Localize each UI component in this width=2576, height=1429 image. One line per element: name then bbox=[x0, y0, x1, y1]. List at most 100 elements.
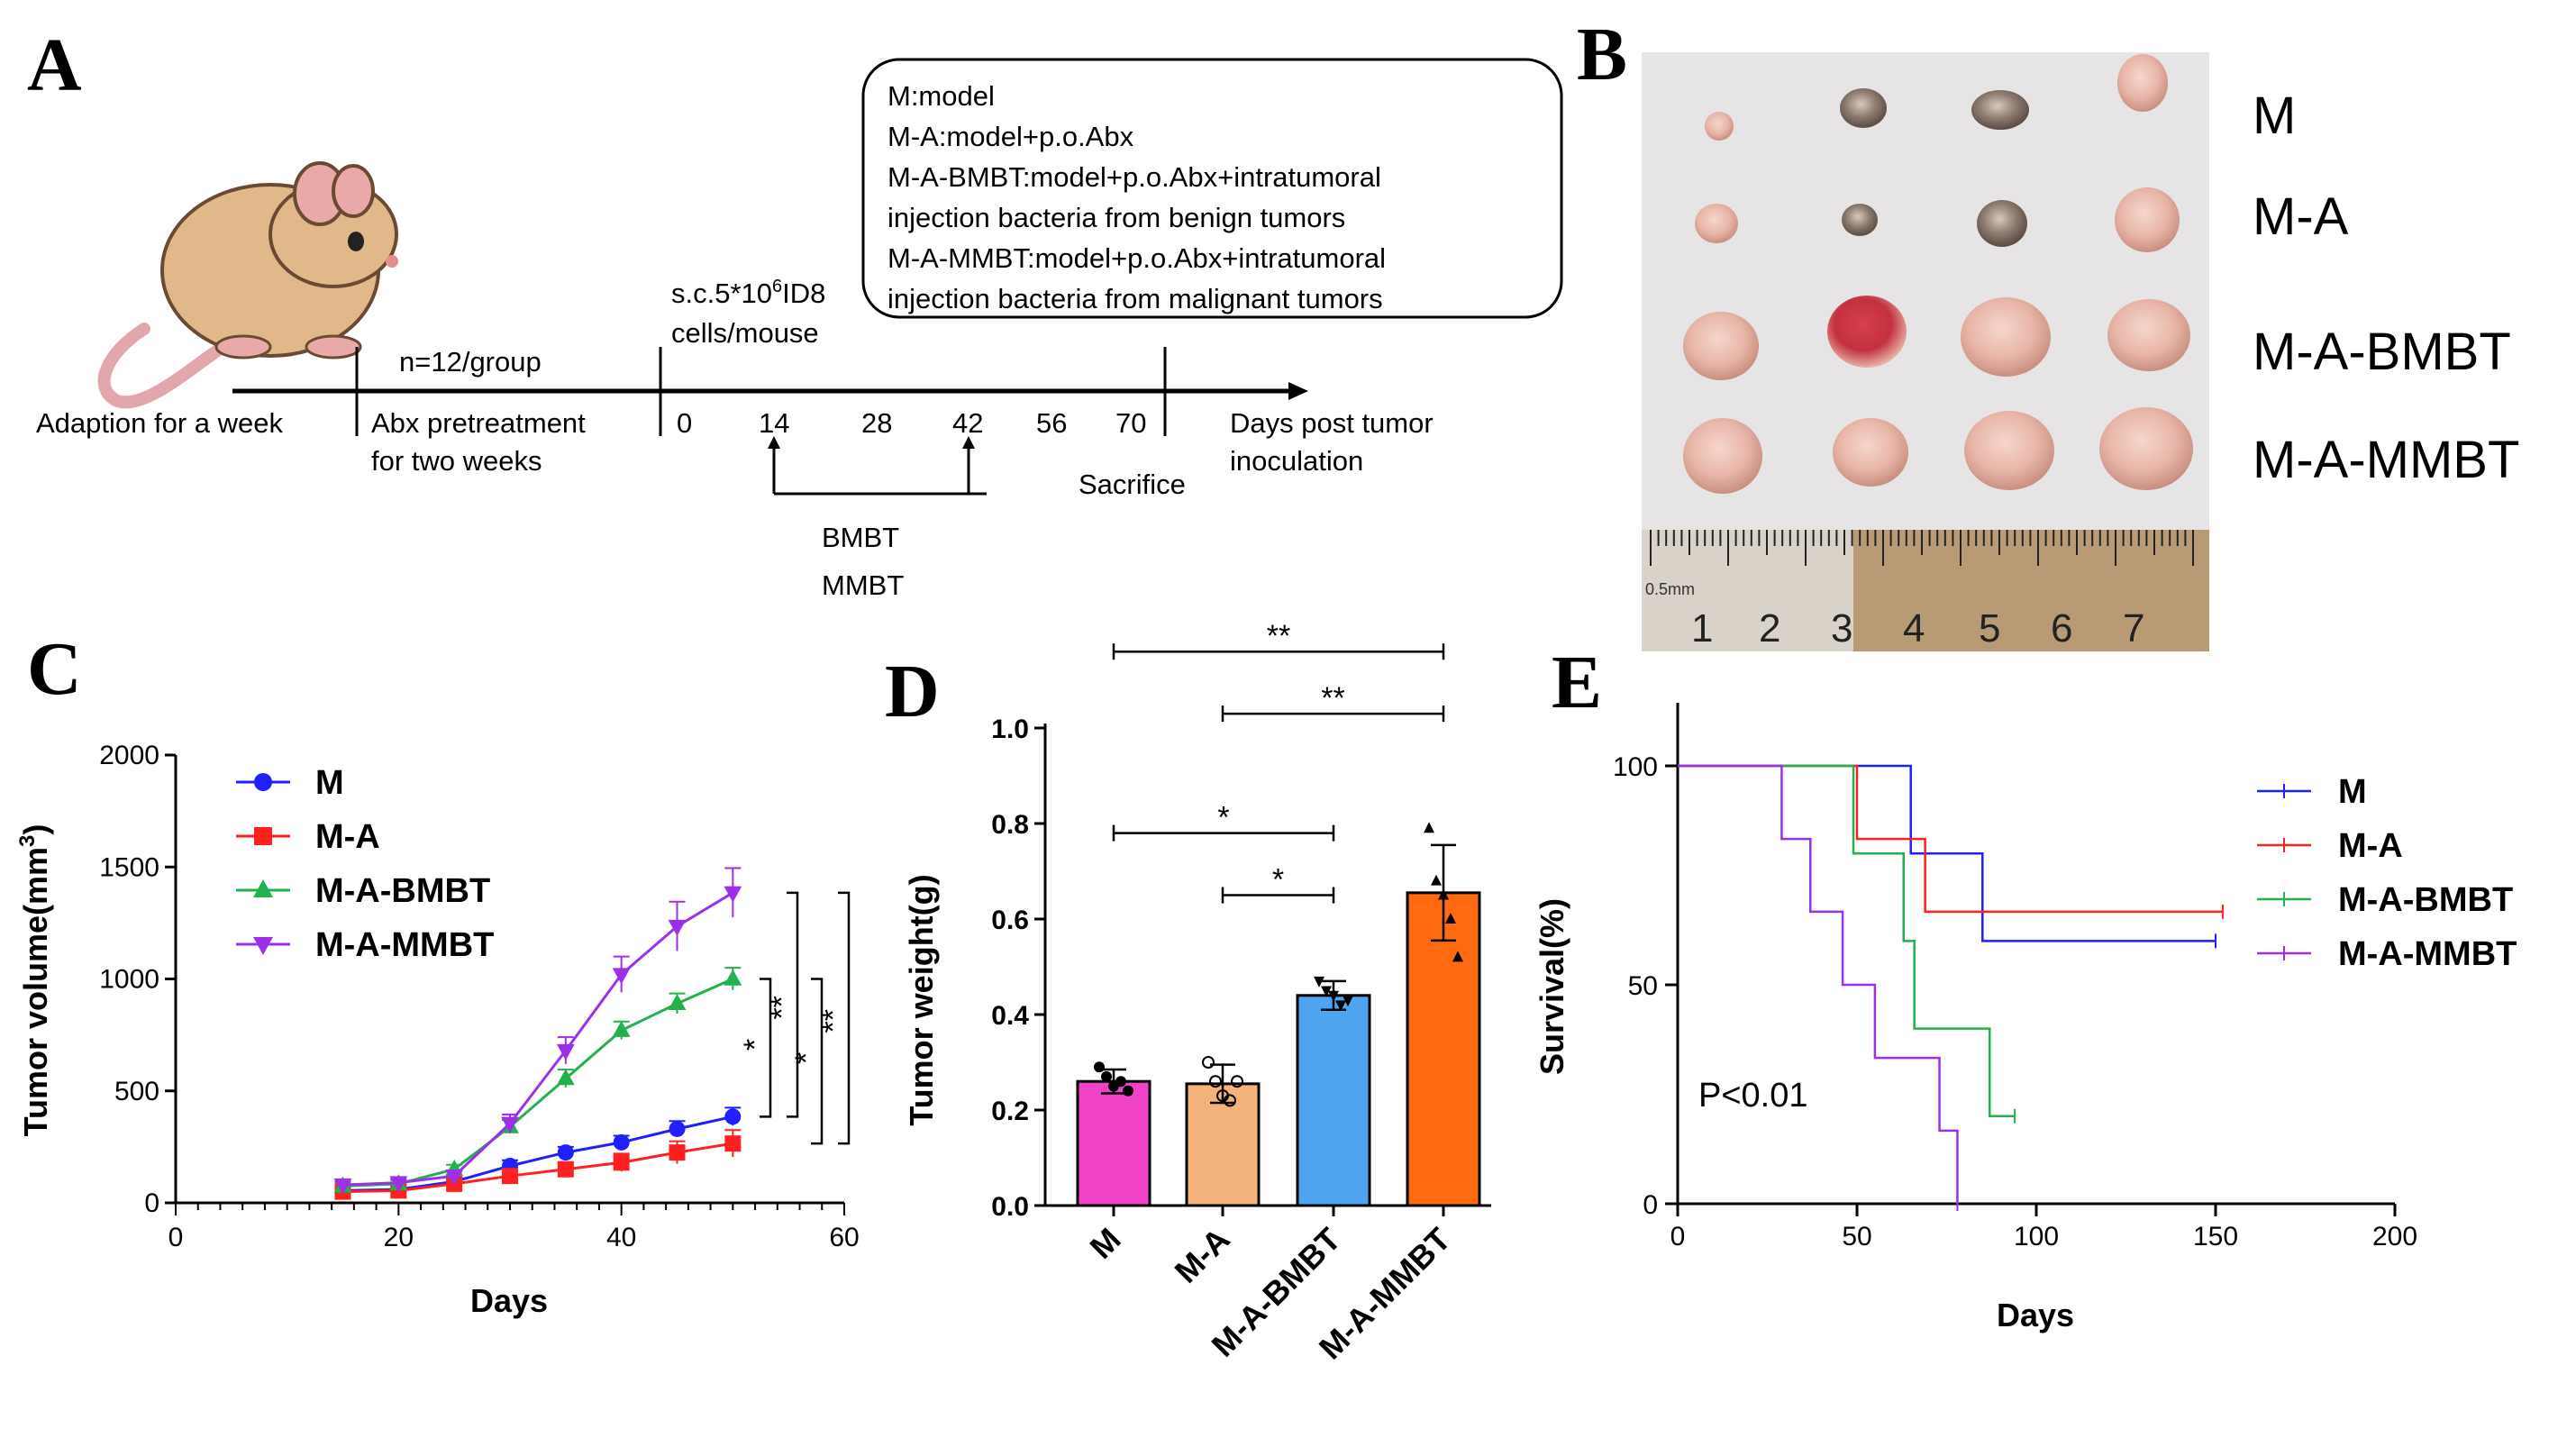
survival-legend-label: M-A-BMBT bbox=[2338, 881, 2513, 919]
legend-line-5: M-A-MMBT:model+p.o.Abx+intratumoral bbox=[887, 242, 1386, 274]
volume-legend-label: M bbox=[315, 764, 344, 802]
legend-line-6: injection bacteria from malignant tumors bbox=[887, 283, 1383, 314]
survival-y-tick-label: 0 bbox=[1643, 1190, 1658, 1220]
volume-sig-label: * bbox=[738, 1039, 772, 1051]
volume-point-M-A-MMBT bbox=[668, 919, 687, 936]
weight-point bbox=[1224, 1094, 1236, 1107]
survival-curve-M-A-BMBT bbox=[1678, 764, 2016, 1118]
volume-legend-marker bbox=[253, 879, 273, 897]
ruler-number-2: 2 bbox=[1759, 606, 1780, 651]
ruler-number-6: 6 bbox=[2051, 606, 2072, 651]
volume-legend-marker bbox=[253, 937, 273, 955]
volume-legend-marker bbox=[254, 773, 272, 791]
ruler-number-3: 3 bbox=[1831, 606, 1852, 651]
panel-a: A M:model M-A:model+p.o.Abx M-A-BMBT:mod… bbox=[27, 23, 1563, 601]
volume-point-M-A-BMBT bbox=[668, 994, 687, 1011]
volume-legend: M M-A M-A-BMBT M-A-MMBT bbox=[236, 764, 494, 964]
weight-comparison-label: ** bbox=[1321, 681, 1344, 715]
volume-x-tick-label: 0 bbox=[168, 1223, 184, 1252]
weight-point bbox=[1335, 1000, 1346, 1012]
volume-sig-bracket bbox=[838, 891, 851, 1145]
survival-curve-M bbox=[1678, 764, 2216, 942]
phase-adaption: Adaption for a week bbox=[36, 407, 284, 439]
volume-legend-label: M-A bbox=[315, 818, 380, 856]
volume-chart-significance: ****** bbox=[738, 891, 851, 1145]
weight-point bbox=[1431, 874, 1442, 886]
treatment-arrows bbox=[768, 436, 987, 496]
axis-caption-1: Days post tumor bbox=[1230, 407, 1434, 439]
tumor-specimens bbox=[1683, 54, 2193, 494]
weight-bar-M-A bbox=[1185, 1082, 1261, 1207]
weight-point bbox=[1123, 1085, 1133, 1097]
volume-y-tick-label: 500 bbox=[114, 1077, 159, 1106]
volume-point-M-A bbox=[613, 1154, 630, 1171]
weight-y-label: Tumor weight(g) bbox=[903, 874, 940, 1125]
photo-label-ma-mmbt: M-A-MMBT bbox=[2253, 431, 2519, 489]
weight-point bbox=[1438, 888, 1449, 900]
weight-comparison-label: ** bbox=[1267, 619, 1290, 653]
volume-point-M bbox=[724, 1108, 742, 1125]
survival-chart-axes: 0 50 100 0 50 100 150 200 bbox=[1613, 703, 2417, 1252]
photo-label-m: M bbox=[2253, 86, 2296, 145]
volume-point-M-A-MMBT bbox=[612, 968, 631, 985]
survival-legend-label: M-A-MMBT bbox=[2338, 935, 2517, 973]
volume-y-tick-label: 0 bbox=[144, 1188, 159, 1218]
volume-point-M-A-MMBT bbox=[445, 1169, 464, 1186]
weight-point bbox=[1101, 1070, 1112, 1082]
weight-point bbox=[1314, 976, 1324, 988]
volume-point-M-A-BMBT bbox=[724, 969, 742, 986]
weight-point bbox=[1321, 986, 1332, 997]
volume-point-M bbox=[613, 1133, 630, 1151]
mouse-illustration bbox=[97, 161, 398, 409]
inoculation-label-2: cells/mouse bbox=[671, 317, 819, 349]
volume-x-tick-label: 20 bbox=[384, 1223, 414, 1252]
volume-y-tick-label: 1500 bbox=[99, 852, 159, 882]
volume-x-label: Days bbox=[470, 1282, 548, 1319]
photo-label-ma: M-A bbox=[2253, 187, 2349, 246]
treatment-mmbt: MMBT bbox=[822, 569, 904, 601]
weight-point bbox=[1231, 1075, 1243, 1088]
volume-legend-marker bbox=[254, 827, 272, 845]
volume-point-M-A-MMBT bbox=[389, 1176, 408, 1193]
volume-point-M-A-BMBT bbox=[556, 1069, 575, 1086]
weight-y-tick-label: 0.4 bbox=[991, 1001, 1029, 1031]
volume-line-M-A-MMBT bbox=[342, 891, 734, 1187]
survival-legend-label: M-A bbox=[2338, 827, 2403, 865]
weight-x-tick-label: M-A bbox=[1168, 1221, 1237, 1290]
weight-comparison-label: * bbox=[1217, 801, 1229, 835]
weight-chart-comparisons: ****** bbox=[1112, 619, 1445, 904]
volume-point-M-A-MMBT bbox=[501, 1116, 519, 1133]
day-tick-56: 56 bbox=[1036, 407, 1067, 439]
volume-point-M-A bbox=[557, 1160, 574, 1178]
legend-line-1: M:model bbox=[887, 80, 995, 112]
volume-x-tick-label: 40 bbox=[606, 1223, 636, 1252]
volume-chart-axes: 0 500 1000 1500 2000 0 20 40 60 bbox=[99, 741, 859, 1252]
inoculation-label: s.c.5*106ID8 bbox=[671, 277, 825, 309]
weight-point bbox=[1328, 990, 1339, 1002]
survival-y-tick-label: 50 bbox=[1628, 971, 1658, 1001]
survival-chart-series bbox=[1678, 764, 2224, 1211]
volume-sig-label: ** bbox=[765, 996, 799, 1019]
panel-b: B 0.5mm 1 bbox=[1577, 13, 2519, 651]
day-tick-28: 28 bbox=[861, 407, 892, 439]
treatment-bmbt: BMBT bbox=[822, 522, 899, 553]
volume-point-M-A bbox=[724, 1135, 742, 1152]
photo-label-ma-bmbt: M-A-BMBT bbox=[2253, 323, 2511, 381]
ruler-number-1: 1 bbox=[1691, 606, 1713, 651]
panel-label-c: C bbox=[27, 627, 82, 711]
ruler-mark: 0.5mm bbox=[1645, 580, 1695, 598]
ruler-ticks bbox=[1650, 530, 2194, 566]
weight-bar-M-A-MMBT bbox=[1406, 891, 1481, 1207]
weight-x-tick-label: M bbox=[1082, 1221, 1127, 1266]
day-tick-14: 14 bbox=[759, 407, 789, 439]
survival-x-tick-label: 200 bbox=[2372, 1222, 2417, 1252]
survival-x-label: Days bbox=[1997, 1297, 2074, 1333]
volume-point-M-A bbox=[669, 1144, 686, 1161]
survival-legend-label: M bbox=[2338, 773, 2367, 811]
survival-legend: M M-A M-A-BMBT M-A-MMBT bbox=[2257, 773, 2517, 973]
ruler-left bbox=[1642, 530, 1853, 651]
survival-y-label: Survival(%) bbox=[1534, 898, 1570, 1075]
day-tick-42: 42 bbox=[952, 407, 983, 439]
